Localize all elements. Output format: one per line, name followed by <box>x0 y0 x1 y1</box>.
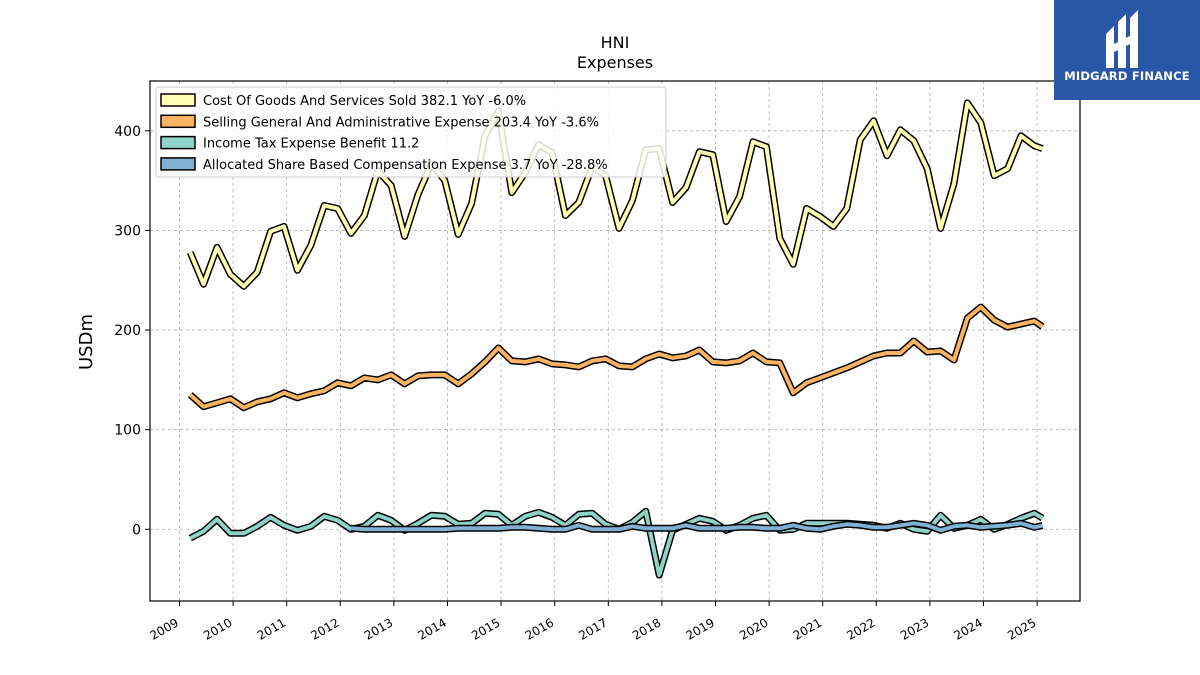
y-tick-label: 0 <box>132 522 141 538</box>
legend-label-3: Allocated Share Based Compensation Expen… <box>203 158 608 173</box>
midgard-logo-icon <box>1106 10 1138 68</box>
legend-swatch-2 <box>160 135 196 150</box>
x-tick-label: 2013 <box>362 615 395 642</box>
x-tick-label: 2009 <box>148 615 181 642</box>
x-tick-label: 2015 <box>469 615 502 642</box>
x-tick-label: 2017 <box>576 615 609 642</box>
x-tick-label: 2010 <box>201 615 234 642</box>
legend: Cost Of Goods And Services Sold 382.1 Yo… <box>155 86 667 178</box>
legend-swatch-1 <box>160 114 196 129</box>
series-3-line <box>350 521 1043 533</box>
series-lines <box>186 99 1045 579</box>
y-tick-label: 100 <box>114 423 141 439</box>
x-tick-label: 2011 <box>255 615 288 642</box>
x-tick-label: 2020 <box>737 615 770 642</box>
x-tick-label: 2023 <box>898 615 931 642</box>
legend-label-2: Income Tax Expense Benefit 11.2 <box>203 137 419 152</box>
y-axis-label: USDm <box>76 314 97 370</box>
x-tick-label: 2021 <box>791 615 824 642</box>
x-tick-label: 2024 <box>952 615 985 642</box>
x-tick-label: 2016 <box>523 615 556 642</box>
legend-box <box>155 86 667 178</box>
series-1-line <box>188 305 1044 410</box>
x-tick-label: 2025 <box>1005 615 1038 642</box>
x-tick-label: 2019 <box>684 615 717 642</box>
x-tick-label: 2018 <box>630 615 663 642</box>
y-tick-label: 200 <box>114 323 141 339</box>
plot-frame <box>149 80 1081 602</box>
x-ticks: 2009 2010 2011 2012 2013 2014 2015 2016 2017 2018… <box>148 601 1039 643</box>
series-0-line <box>188 100 1044 289</box>
brand-logo: MIDGARD FINANCE <box>1054 0 1200 100</box>
y-tick-label: 300 <box>114 223 141 239</box>
x-tick-label: 2014 <box>416 615 449 642</box>
y-tick-label: 400 <box>114 124 141 140</box>
legend-swatch-3 <box>160 157 196 171</box>
x-tick-label: 2012 <box>308 615 341 642</box>
x-tick-label: 2022 <box>844 615 877 642</box>
legend-label-1: Selling General And Administrative Expen… <box>203 115 599 130</box>
brand-name: MIDGARD FINANCE <box>1064 69 1190 83</box>
chart-title: HNI <box>601 33 630 52</box>
y-ticks: 0 100 200 300 400 <box>114 124 150 538</box>
legend-swatch-0 <box>160 93 196 107</box>
chart-subtitle: Expenses <box>577 53 653 72</box>
legend-label-0: Cost Of Goods And Services Sold 382.1 Yo… <box>203 94 526 109</box>
